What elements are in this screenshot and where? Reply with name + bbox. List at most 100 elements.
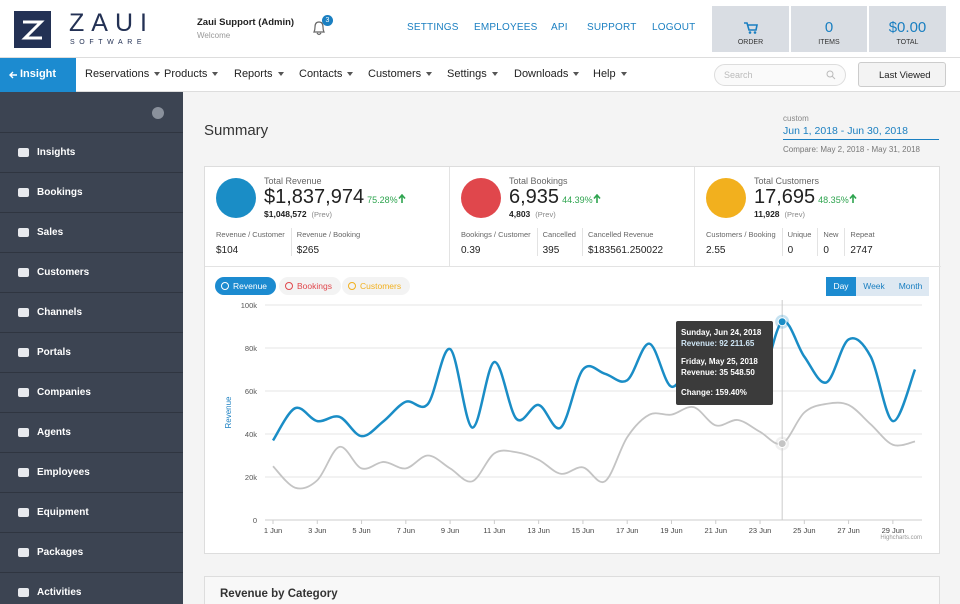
items-count: 0: [824, 19, 834, 36]
metric: New 0: [817, 228, 844, 256]
total-value: $0.00: [888, 19, 927, 36]
series-toggle[interactable]: Revenue: [215, 277, 277, 295]
insight-label: Insight: [20, 68, 57, 80]
nav-menu[interactable]: Downloads: [514, 68, 579, 80]
x-tick-label: 29 Jun: [882, 526, 905, 535]
credit: Highcharts.com: [880, 535, 922, 541]
x-tick-label: 19 Jun: [660, 526, 683, 535]
sidebar-item[interactable]: Agents: [0, 412, 183, 452]
last-viewed-button[interactable]: Last Viewed: [858, 62, 946, 87]
series-toggle[interactable]: Bookings: [279, 277, 341, 295]
kpi-card: Total Bookings 6,935 44.39% 4,803 (Prev) Book…: [450, 167, 695, 267]
sidebar-item[interactable]: Equipment: [0, 492, 183, 532]
metric-label: Cancelled: [542, 230, 576, 239]
period-button[interactable]: Month: [892, 277, 929, 296]
kpi-number: $1,837,974: [264, 186, 365, 208]
sidebar-item[interactable]: Portals: [0, 332, 183, 372]
logo: ZAUI: [69, 9, 154, 37]
nav-menu[interactable]: Products: [164, 68, 218, 80]
section-header: Revenue by Category: [204, 576, 940, 604]
metric-value: $104: [216, 245, 239, 256]
summary-panel: Total Revenue $1,837,974 75.28% $1,048,572(…: [204, 166, 941, 554]
sidebar-item[interactable]: Sales: [0, 212, 183, 252]
kpi-prev-value: $1,048,572: [264, 209, 307, 219]
sidebar-item[interactable]: Channels: [0, 292, 183, 332]
sidebar-icon: [18, 468, 29, 477]
order-button[interactable]: ORDER: [712, 6, 789, 52]
sidebar-icon: [18, 268, 29, 277]
kpi-metrics: Customers / Booking 2.55 Unique 0 New 0 Repeat…: [706, 228, 881, 256]
bell-icon[interactable]: [311, 20, 327, 37]
y-tick-label: 0: [253, 516, 257, 525]
last-viewed-label: Last Viewed: [879, 70, 931, 81]
y-tick-label: 40k: [245, 430, 257, 439]
tooltip: Sunday, Jun 24, 2018 Revenue: 92 211.65 …: [676, 321, 773, 405]
sidebar-label: Employees: [37, 467, 90, 478]
x-tick-label: 23 Jun: [749, 526, 772, 535]
nav-menu[interactable]: Reservations: [85, 68, 160, 80]
kpi-number: 17,695: [754, 186, 816, 208]
kpi-prev-value: 11,928: [754, 209, 780, 219]
kpi-prev: 4,803 (Prev): [509, 209, 556, 219]
kpi-value: $1,837,974 75.28%: [264, 186, 406, 209]
metric-label: Bookings / Customer: [461, 230, 531, 239]
collapse-button[interactable]: [152, 107, 164, 119]
metric-value: 0: [787, 245, 794, 256]
sidebar-item[interactable]: Companies: [0, 372, 183, 412]
summary-title: Summary: [204, 122, 269, 139]
nav-menu[interactable]: Contacts: [299, 68, 353, 80]
date-range[interactable]: Jun 1, 2018 - Jun 30, 2018: [783, 125, 939, 140]
series-toggle[interactable]: Customers: [342, 277, 411, 295]
user-name[interactable]: Zaui Support (Admin): [197, 17, 295, 28]
sidebar-item[interactable]: Insights: [0, 132, 183, 172]
search-box[interactable]: Search: [714, 64, 846, 86]
insight-tab[interactable]: Insight: [0, 58, 76, 92]
sidebar-item[interactable]: Packages: [0, 532, 183, 572]
sidebar-item[interactable]: Bookings: [0, 172, 183, 212]
metric-label: Repeat: [850, 230, 875, 239]
y-tick-label: 80k: [245, 344, 257, 353]
total-box[interactable]: $0.00 TOTAL: [869, 6, 946, 52]
kpi-change: 44.39%: [562, 193, 601, 205]
metric-value: $265: [296, 245, 320, 256]
header-link[interactable]: EMPLOYEES: [474, 22, 538, 33]
period-button[interactable]: Day: [826, 277, 856, 296]
header: ZAUI SOFTWARE Zaui Support (Admin) Welco…: [0, 0, 960, 58]
nav-menu[interactable]: Reports: [234, 68, 284, 80]
sidebar-item[interactable]: Employees: [0, 452, 183, 492]
items-box[interactable]: 0 ITEMS: [791, 6, 867, 52]
cart-icon: [744, 22, 758, 34]
x-tick-label: 11 Jun: [483, 526, 505, 535]
header-link[interactable]: API: [551, 22, 568, 33]
kpi-prev: $1,048,572 (Prev): [264, 209, 332, 219]
kpi-change: 75.28%: [367, 193, 406, 205]
sidebar-label: Companies: [37, 387, 91, 398]
x-tick-label: 15 Jun: [572, 526, 595, 535]
sidebar-icon: [18, 228, 29, 237]
header-link[interactable]: LOGOUT: [652, 22, 696, 33]
sidebar-item[interactable]: Activities: [0, 572, 183, 604]
nav-menu[interactable]: Help: [593, 68, 627, 80]
series-line: [272, 401, 916, 490]
kpi-metrics: Revenue / Customer $104 Revenue / Booking $…: [216, 228, 366, 256]
header-link[interactable]: SUPPORT: [587, 22, 637, 33]
metric-label: New: [823, 230, 839, 239]
kpi-value: 6,935 44.39%: [509, 186, 601, 209]
header-link[interactable]: SETTINGS: [407, 22, 459, 33]
x-tick-label: 3 Jun: [308, 526, 326, 535]
sidebar-item[interactable]: Customers: [0, 252, 183, 292]
metric-value: 0: [823, 245, 829, 256]
sidebar-label: Customers: [37, 267, 90, 278]
kpi-number: 6,935: [509, 186, 560, 208]
tooltip-date: Friday, May 25, 2018: [681, 357, 758, 366]
nav-menu[interactable]: Settings: [447, 68, 498, 80]
x-tick-label: 17 Jun: [616, 526, 639, 535]
x-tick-label: 25 Jun: [793, 526, 816, 535]
sidebar-icon: [18, 148, 29, 157]
x-tick-label: 7 Jun: [397, 526, 415, 535]
nav-menu[interactable]: Customers: [368, 68, 432, 80]
up-arrow: [849, 193, 857, 203]
kpi-icon: [706, 178, 746, 218]
period-button[interactable]: Week: [856, 277, 892, 296]
